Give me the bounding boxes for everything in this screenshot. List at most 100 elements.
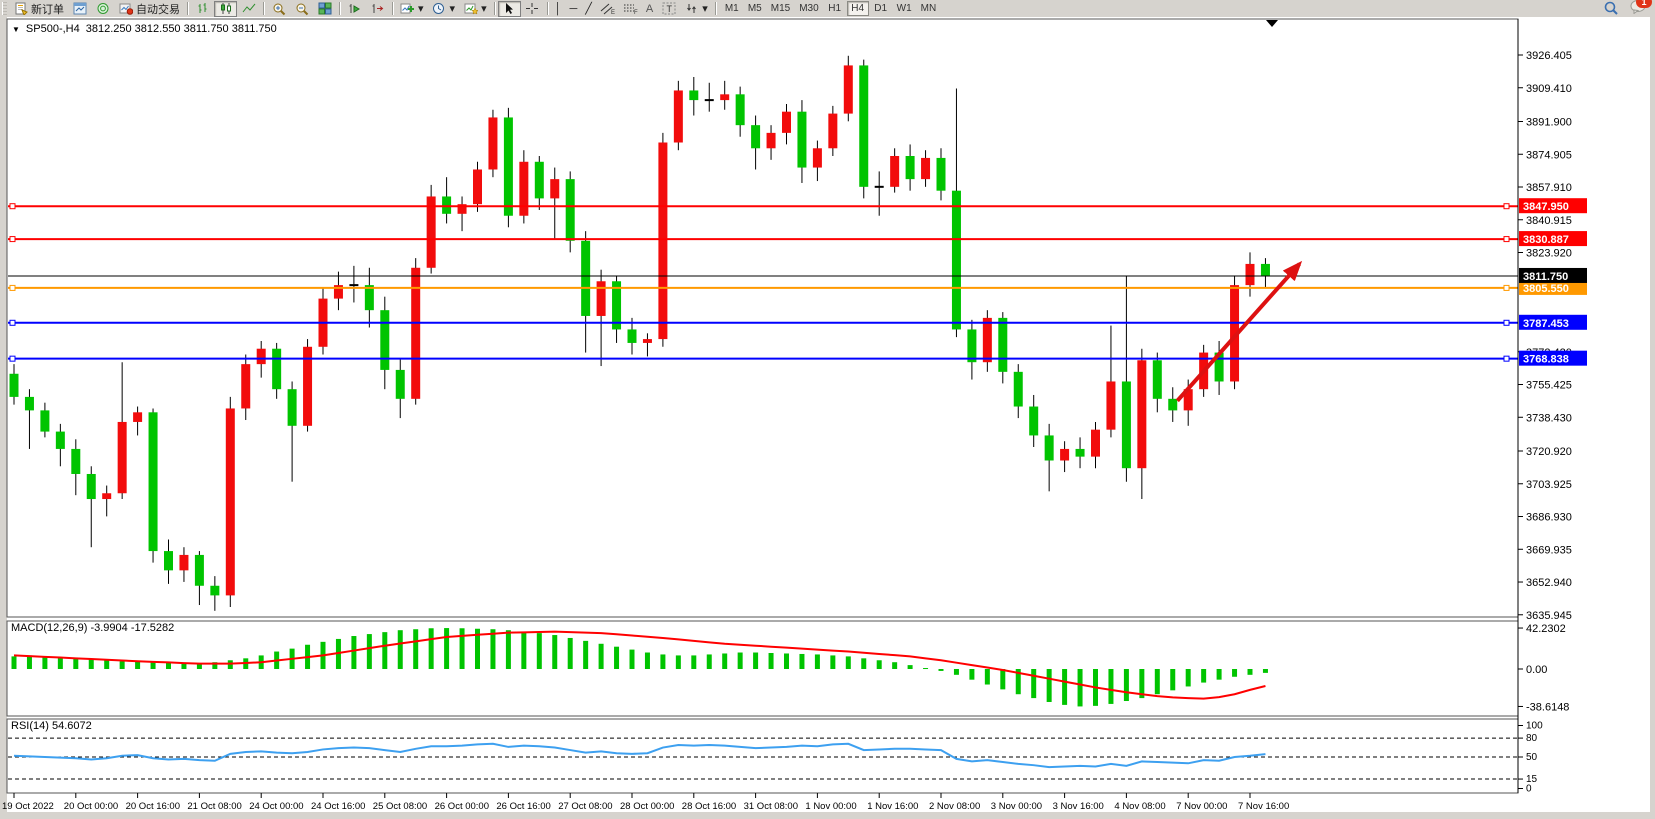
svg-text:3686.930: 3686.930 (1526, 512, 1572, 524)
svg-text:3847.950: 3847.950 (1523, 201, 1569, 213)
fibonacci-button[interactable]: F (619, 1, 642, 17)
arrows-icon (684, 2, 699, 16)
cursor-button[interactable] (497, 0, 521, 17)
auto-scroll-icon (347, 2, 362, 16)
zoom-in-button[interactable] (267, 1, 290, 17)
svg-text:3857.910: 3857.910 (1526, 182, 1572, 194)
arrows-button[interactable]: ▾ (680, 1, 712, 17)
svg-text:15: 15 (1526, 774, 1538, 785)
timeframe-m15-button[interactable]: M15 (767, 1, 794, 16)
text-label-button[interactable]: T (657, 1, 680, 17)
svg-text:0: 0 (1526, 784, 1532, 795)
toolbar-separator (546, 2, 548, 15)
svg-text:3768.838: 3768.838 (1523, 354, 1569, 366)
crosshair-icon (525, 2, 540, 16)
timeframe-m1-button[interactable]: M1 (721, 1, 743, 16)
notification-badge: 1 (1636, 0, 1652, 8)
auto-scroll-button[interactable] (343, 1, 366, 17)
text-button[interactable]: A (642, 1, 657, 17)
toolbar-separator (392, 2, 393, 15)
svg-text:F: F (634, 10, 638, 15)
chat-button[interactable]: 1 (1630, 0, 1652, 17)
toolbar-separator (714, 2, 716, 15)
autotrading-button[interactable]: 自动交易 (114, 1, 184, 17)
vertical-line-icon: │ (554, 2, 562, 15)
periods-clock-icon (432, 2, 447, 16)
periods-button[interactable]: ▾ (428, 1, 460, 17)
crosshair-button[interactable] (521, 1, 544, 17)
timeframe-w1-button[interactable]: W1 (893, 1, 916, 16)
svg-text:80: 80 (1526, 733, 1538, 744)
svg-text:3811.750: 3811.750 (1523, 271, 1568, 283)
search-icon (1603, 1, 1618, 16)
svg-text:3703.925: 3703.925 (1526, 479, 1572, 491)
bar-chart-button[interactable] (191, 1, 214, 17)
svg-text:42.2302: 42.2302 (1526, 623, 1566, 635)
svg-text:3 Nov 16:00: 3 Nov 16:00 (1053, 801, 1104, 812)
svg-text:3830.887: 3830.887 (1523, 234, 1569, 246)
line-chart-button[interactable] (237, 1, 260, 17)
new-order-label: 新订单 (31, 3, 64, 16)
svg-text:20 Oct 16:00: 20 Oct 16:00 (126, 801, 180, 812)
new-chart-button[interactable]: ▾ (396, 1, 428, 17)
new-order-icon (13, 2, 28, 16)
zoom-out-button[interactable] (290, 1, 313, 17)
main-price-pane (6, 18, 1519, 618)
equidistant-channel-button[interactable]: E (596, 1, 619, 17)
vertical-line-button[interactable]: │ (551, 1, 566, 17)
symbol-timeframe-text: SP500-,H4 (25, 23, 80, 35)
trendline-icon: ╱ (585, 2, 592, 15)
toolbar-grip[interactable] (2, 2, 7, 15)
price-axis: 3926.405 3909.410 3891.900 3874.905 3857.910… (1517, 19, 1587, 795)
profiles-button[interactable] (91, 1, 114, 17)
svg-text:-38.6148: -38.6148 (1526, 701, 1569, 713)
timeframe-mn-button[interactable]: MN (917, 1, 941, 16)
trend-arrow-object[interactable] (1175, 260, 1303, 403)
timeframe-m5-button[interactable]: M5 (744, 1, 766, 16)
dropdown-caret-icon: ▾ (449, 2, 456, 15)
rsi-label: RSI(14) 54.6072 (11, 720, 92, 732)
toolbar-separator (263, 2, 264, 15)
candlestick-button[interactable] (214, 0, 237, 17)
timeframe-m30-button[interactable]: M30 (795, 1, 822, 16)
chart-shift-button[interactable] (366, 1, 389, 17)
toolbar-separator (339, 2, 340, 15)
svg-text:24 Oct 00:00: 24 Oct 00:00 (249, 801, 303, 812)
svg-text:31 Oct 08:00: 31 Oct 08:00 (744, 801, 798, 812)
svg-text:3720.920: 3720.920 (1526, 446, 1572, 458)
timeframe-h4-button[interactable]: H4 (846, 1, 869, 16)
svg-text:7 Nov 00:00: 7 Nov 00:00 (1176, 801, 1227, 812)
templates-button[interactable]: ▾ (459, 1, 491, 17)
zoom-out-icon (294, 2, 309, 16)
horizontal-line-button[interactable]: ─ (565, 1, 581, 17)
fibonacci-icon: F (623, 2, 638, 16)
line-chart-icon (241, 2, 256, 16)
svg-text:3787.453: 3787.453 (1523, 318, 1569, 330)
autotrading-icon (118, 2, 133, 16)
chart-shift-icon (370, 2, 385, 16)
text-label-icon: T (661, 2, 676, 16)
one-click-trading-toggle-icon[interactable]: ▼ (12, 24, 20, 34)
trendline-button[interactable]: ╱ (581, 1, 596, 17)
symbol-ohlc-label[interactable]: ▼ SP500-,H4 3812.250 3812.550 3811.750 3… (12, 23, 277, 35)
profiles-icon (95, 2, 110, 16)
toolbar-separator (493, 2, 495, 15)
svg-text:28 Oct 16:00: 28 Oct 16:00 (682, 801, 736, 812)
tile-windows-icon (317, 2, 332, 16)
ohlc-values-text: 3812.250 3812.550 3811.750 3811.750 (85, 23, 277, 35)
new-order-button[interactable]: 新订单 (9, 1, 68, 17)
main-toolbar: 新订单 自动交易 (0, 0, 1655, 18)
svg-text:26 Oct 16:00: 26 Oct 16:00 (496, 801, 550, 812)
tile-windows-button[interactable] (313, 1, 336, 17)
timeframe-h1-button[interactable]: H1 (824, 1, 846, 16)
timeframe-d1-button[interactable]: D1 (870, 1, 892, 16)
svg-text:3 Nov 00:00: 3 Nov 00:00 (991, 801, 1042, 812)
macd-label: MACD(12,26,9) -3.9904 -17.5282 (11, 622, 175, 634)
search-button[interactable] (1599, 1, 1622, 17)
templates-icon (463, 2, 478, 16)
chart-shift-marker[interactable] (1266, 20, 1278, 27)
chart-window-button[interactable] (68, 1, 91, 17)
svg-text:3805.550: 3805.550 (1523, 283, 1569, 295)
